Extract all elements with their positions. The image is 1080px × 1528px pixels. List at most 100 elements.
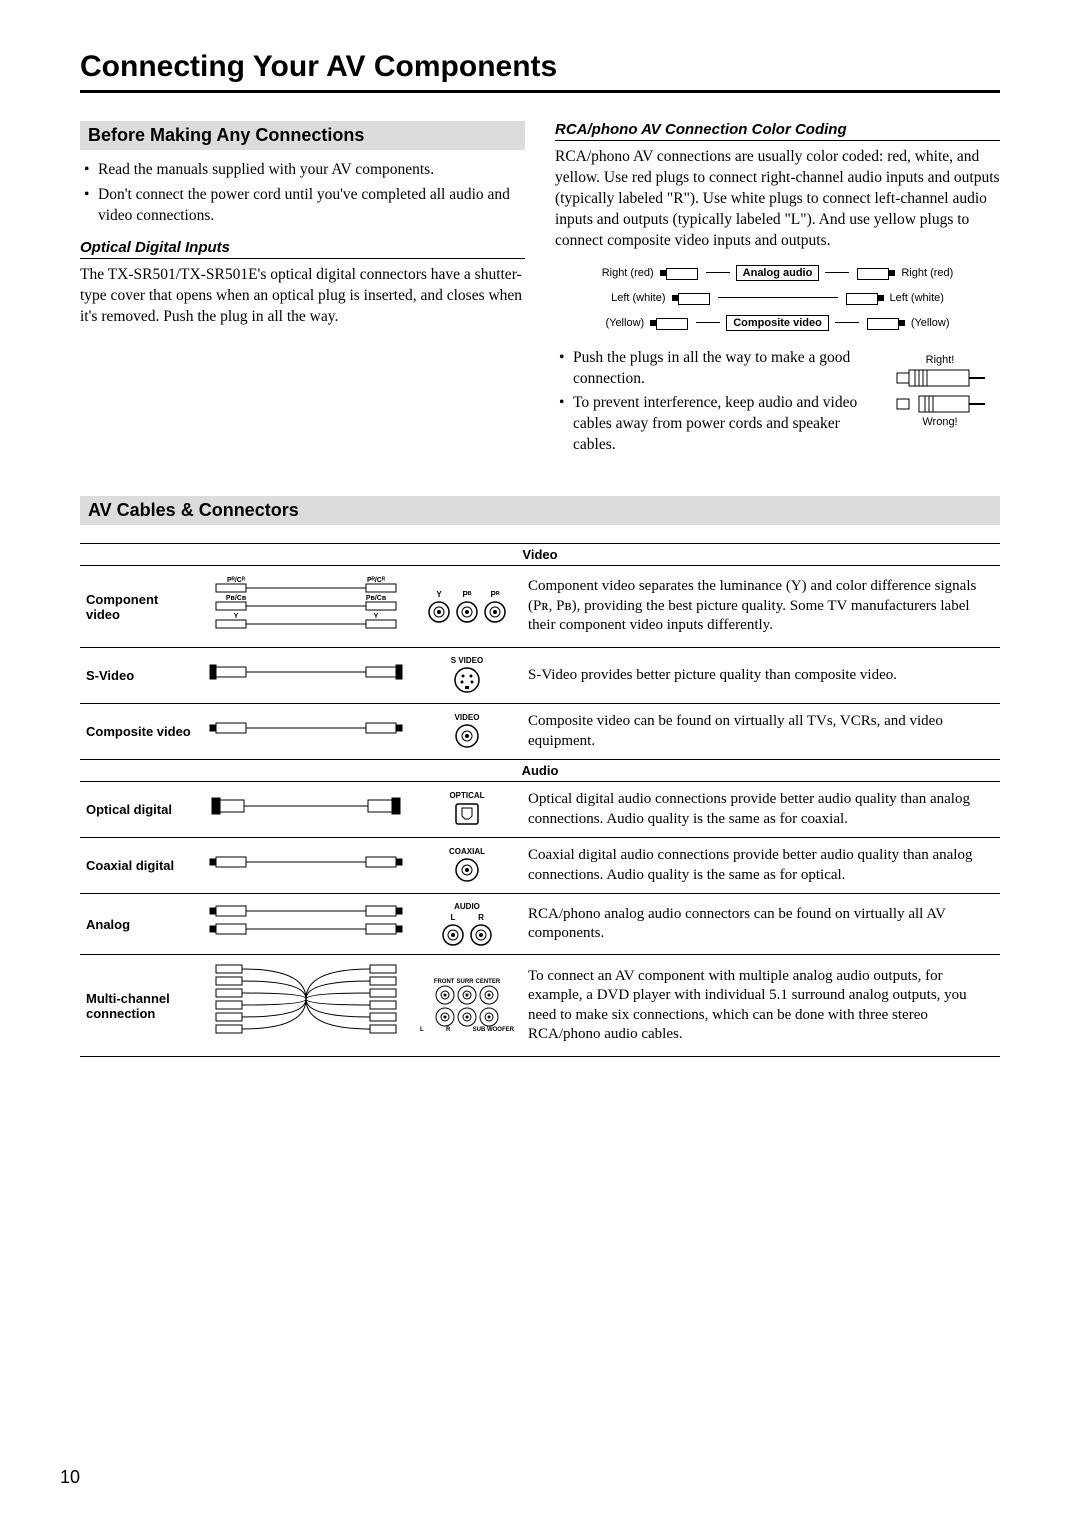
cable-description: Optical digital audio connections provid… [522,782,1000,838]
jack-label: R [446,1027,450,1033]
connector-illustration: Y Pᴮ Pᴿ [412,566,522,648]
jack-label: L [420,1027,424,1033]
rca-color-coding-body: RCA/phono AV connections are usually col… [555,147,1000,252]
jack-label: Pᴿ [490,590,499,599]
connection-tips-row: Push the plugs in all the way to make a … [555,348,1000,461]
before-connections-list: Read the manuals supplied with your AV c… [80,160,525,227]
rca-jack-icon [479,985,499,1005]
wire-icon [718,297,838,298]
plug-icon [660,268,700,278]
optical-inputs-body: The TX-SR501/TX-SR501E's optical digital… [80,265,525,328]
cable-illustration [200,955,412,1057]
svg-text:Y: Y [374,613,379,620]
wire-icon [706,272,730,273]
rca-jack-icon [442,924,464,946]
connector-illustration: AUDIO L R [412,894,522,955]
table-group-header: Video [80,544,1000,566]
table-row: Optical digital OPTICAL Optical digital … [80,782,1000,838]
list-item: Read the manuals supplied with your AV c… [84,160,525,181]
connector-illustration: COAXIAL [412,838,522,894]
list-item: Don't connect the power cord until you'v… [84,185,525,227]
rca-jack-icon [435,985,455,1005]
optical-inputs-heading: Optical Digital Inputs [80,239,525,259]
rca-color-coding-heading: RCA/phono AV Connection Color Coding [555,121,1000,141]
plug-icon [672,293,712,303]
table-row: Composite video VIDEO Composite video ca… [80,704,1000,760]
table-row: Analog AUDIO L R RCA/phono analog audio … [80,894,1000,955]
diagram-label: Analog audio [736,265,820,281]
connector-illustration: FRONTSURRCENTER LRSUB WOOFER [412,955,522,1057]
left-column: Before Making Any Connections Read the m… [80,121,525,460]
cable-name: Multi-channel connection [80,955,200,1057]
page-title: Connecting Your AV Components [80,50,1000,93]
plug-icon [844,293,884,303]
rca-jack-icon [435,1007,455,1027]
wire-icon [835,322,859,323]
diagram-label: (Yellow) [605,317,644,329]
jack-label: VIDEO [418,713,516,722]
cable-name: Coaxial digital [80,838,200,894]
jack-label: COAXIAL [418,847,516,856]
right-column: RCA/phono AV Connection Color Coding RCA… [555,121,1000,460]
jack-label: L [451,913,456,922]
connection-tips-list: Push the plugs in all the way to make a … [555,348,860,461]
table-row: Coaxial digital COAXIAL Coaxial digital … [80,838,1000,894]
cable-description: S-Video provides better picture quality … [522,648,1000,704]
plug-right-icon [895,368,985,388]
plug-icon [650,318,690,328]
table-row: S-Video S VIDEO S-Video provides better … [80,648,1000,704]
right-label: Right! [926,354,955,366]
cable-name: Analog [80,894,200,955]
diagram-label: Left (white) [611,292,665,304]
rca-jack-icon [479,1007,499,1027]
svg-text:Pᴿ/Cᴿ: Pᴿ/Cᴿ [367,577,386,584]
cable-illustration [200,704,412,760]
jack-label: R [478,913,484,922]
cable-illustration [200,648,412,704]
rca-jack-icon [455,858,479,882]
svg-text:Pʙ/Cʙ: Pʙ/Cʙ [226,595,247,602]
svg-text:Pᴿ/Cᴿ: Pᴿ/Cᴿ [227,577,246,584]
jack-label: S VIDEO [418,656,516,665]
svg-text:Pʙ/Cʙ: Pʙ/Cʙ [366,595,387,602]
section-before-connections-heading: Before Making Any Connections [80,121,525,150]
plug-wrong-icon [895,394,985,414]
rca-cable-diagram: Right (red) Analog audio Right (red) Lef… [555,262,1000,334]
wire-icon [825,272,849,273]
connector-illustration: VIDEO [412,704,522,760]
rca-jack-icon [457,985,477,1005]
page-number: 10 [60,1467,80,1488]
cable-illustration: Pᴿ/Cᴿ Pᴿ/Cᴿ Pʙ/Cʙ Pʙ/Cʙ Y Y [200,566,412,648]
rca-jack-icon [470,924,492,946]
diagram-label: (Yellow) [911,317,950,329]
cable-name: Optical digital [80,782,200,838]
rca-jack-icon [455,724,479,748]
cable-description: Coaxial digital audio connections provid… [522,838,1000,894]
rca-jack-icon [456,601,478,623]
list-item: To prevent interference, keep audio and … [559,393,860,456]
cable-description: Composite video can be found on virtuall… [522,704,1000,760]
plug-icon [855,268,895,278]
two-column-layout: Before Making Any Connections Read the m… [80,121,1000,460]
cable-name: Composite video [80,704,200,760]
table-row: Multi-channel connection FRONTSURRCENTER [80,955,1000,1057]
table-group-header: Audio [80,760,1000,782]
jack-label: Y [436,590,441,599]
rca-jack-icon [428,601,450,623]
cable-description: Component video separates the luminance … [522,566,1000,648]
cable-name: S-Video [80,648,200,704]
svideo-jack-icon [454,667,480,693]
diagram-label: Right (red) [602,267,654,279]
optical-jack-icon [454,802,480,826]
jack-label: OPTICAL [418,791,516,800]
diagram-label: Right (red) [901,267,953,279]
wrong-label: Wrong! [922,416,957,428]
svg-text:Y: Y [234,613,239,620]
cable-name: Component video [80,566,200,648]
cable-illustration [200,838,412,894]
table-row: Component video Pᴿ/CᴿPᴿ/Cᴿ Pʙ/CʙPʙ/Cʙ YY… [80,566,1000,648]
cables-table: Video Component video Pᴿ/Cᴿ Pᴿ/Cᴿ Pʙ/Cʙ Pʙ… [80,543,1000,1057]
cable-description: To connect an AV component with multiple… [522,955,1000,1057]
cable-illustration [200,894,412,955]
cable-description: RCA/phono analog audio connectors can be… [522,894,1000,955]
